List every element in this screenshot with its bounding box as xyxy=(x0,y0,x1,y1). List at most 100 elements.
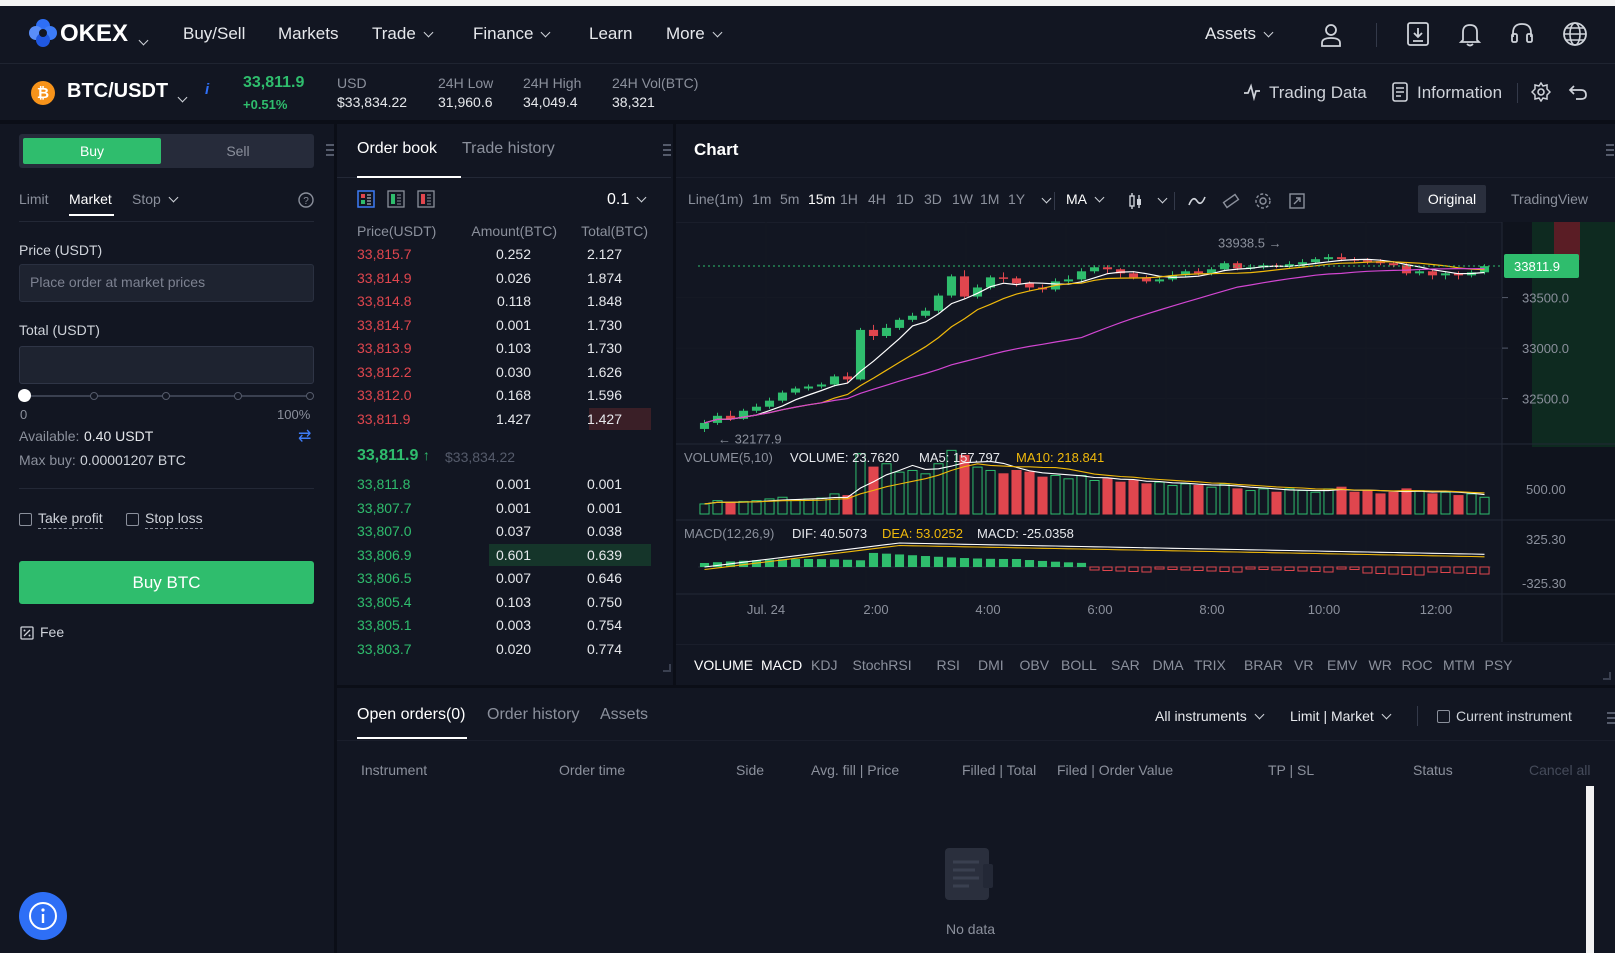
ask-row[interactable]: 33,813.9 0.103 1.730 xyxy=(337,336,647,360)
bid-row[interactable]: 33,807.0 0.037 0.038 xyxy=(337,519,647,543)
fullscreen-icon[interactable] xyxy=(1288,192,1306,210)
ask-row[interactable]: 33,812.0 0.168 1.596 xyxy=(337,383,647,407)
nav-buysell[interactable]: Buy/Sell xyxy=(183,24,246,43)
ask-row[interactable]: 33,814.7 0.001 1.730 xyxy=(337,313,647,337)
type-market-tab[interactable]: Market xyxy=(69,191,112,207)
indicator-vr[interactable]: VR xyxy=(1294,657,1314,673)
bid-row[interactable]: 33,811.8 0.001 0.001 xyxy=(337,472,647,496)
ask-row[interactable]: 33,812.2 0.030 1.626 xyxy=(337,360,647,384)
bid-row[interactable]: 33,807.7 0.001 0.001 xyxy=(337,496,647,520)
nav-learn[interactable]: Learn xyxy=(589,24,633,43)
indicator-sar[interactable]: SAR xyxy=(1111,657,1140,673)
current-instrument-checkbox[interactable] xyxy=(1437,710,1450,723)
info-fab[interactable] xyxy=(19,892,67,940)
user-icon[interactable] xyxy=(1319,22,1343,48)
indicator-mtm[interactable]: MTM xyxy=(1443,657,1475,673)
tab-open-orders[interactable]: Open orders(0) xyxy=(357,706,466,723)
resize-corner-icon[interactable] xyxy=(1603,672,1611,680)
interval-15m[interactable]: 15m xyxy=(808,191,836,207)
candle-type-icon[interactable] xyxy=(1126,192,1144,210)
interval-1m[interactable]: 1M xyxy=(980,191,1000,207)
view-tradingview-button[interactable]: TradingView xyxy=(1511,191,1589,207)
ma-select[interactable]: MA xyxy=(1066,191,1105,207)
indicator-wr[interactable]: WR xyxy=(1368,657,1392,673)
indicator-volume[interactable]: VOLUME xyxy=(694,657,754,673)
bid-row[interactable]: 33,806.5 0.007 0.646 xyxy=(337,566,647,590)
take-profit-checkbox[interactable] xyxy=(19,513,32,526)
settings-gear-icon[interactable] xyxy=(1531,82,1551,102)
headset-icon[interactable] xyxy=(1510,21,1534,47)
interval-1d[interactable]: 1D xyxy=(896,191,914,207)
filter-order-type[interactable]: Limit | Market xyxy=(1290,708,1392,724)
bid-row[interactable]: 33,803.7 0.020 0.774 xyxy=(337,637,647,661)
slider-step-75[interactable] xyxy=(234,392,242,400)
indicator-dmi[interactable]: DMI xyxy=(978,657,1004,673)
information-link[interactable]: Information xyxy=(1417,83,1503,102)
interval-1w[interactable]: 1W xyxy=(952,191,973,207)
indicator-emv[interactable]: EMV xyxy=(1327,657,1358,673)
indicator-roc[interactable]: ROC xyxy=(1401,657,1433,673)
tab-order-history[interactable]: Order history xyxy=(487,706,580,723)
chart-settings-icon[interactable] xyxy=(1254,192,1272,210)
filter-instruments[interactable]: All instruments xyxy=(1155,708,1265,724)
price-chart-canvas[interactable]: 33500.0 33000.0 32500.0 33938.5 → ← 32177.9 3… xyxy=(676,222,1615,642)
type-stop-tab[interactable]: Stop xyxy=(132,191,179,207)
panel-drag-handle-icon[interactable] xyxy=(663,144,671,156)
layout-asks-icon[interactable] xyxy=(417,190,435,208)
download-icon[interactable] xyxy=(1406,21,1430,47)
stop-loss-label[interactable]: Stop loss xyxy=(145,510,203,529)
indicator-trix[interactable]: TRIX xyxy=(1194,657,1226,673)
tab-order-book[interactable]: Order book xyxy=(357,140,438,157)
transfer-icon[interactable]: ⇄ xyxy=(298,428,312,445)
interval-3d[interactable]: 3D xyxy=(924,191,942,207)
ask-row[interactable]: 33,814.8 0.118 1.848 xyxy=(337,289,647,313)
interval-line1m[interactable]: Line(1m) xyxy=(688,191,744,207)
panel-drag-handle-icon[interactable] xyxy=(1606,144,1614,156)
slider-step-25[interactable] xyxy=(90,392,98,400)
indicator-curve-icon[interactable] xyxy=(1188,192,1206,210)
buy-btc-button[interactable]: Buy BTC xyxy=(19,561,314,604)
nav-trade[interactable]: Trade xyxy=(372,24,434,44)
interval-5m[interactable]: 5m xyxy=(780,191,800,207)
interval-4h[interactable]: 4H xyxy=(868,191,886,207)
interval-more-chevron-icon[interactable] xyxy=(1041,193,1052,204)
bid-row[interactable]: 33,806.9 0.601 0.639 xyxy=(337,543,651,567)
bid-row[interactable]: 33,805.1 0.003 0.754 xyxy=(337,613,647,637)
panel-drag-handle-icon[interactable] xyxy=(1607,712,1615,724)
pair-chevron-down-icon[interactable] xyxy=(177,92,188,103)
ask-row[interactable]: 33,815.7 0.252 2.127 xyxy=(337,242,647,266)
scrollbar[interactable] xyxy=(1586,786,1594,953)
nav-markets[interactable]: Markets xyxy=(278,24,339,43)
info-i-icon[interactable]: i xyxy=(205,81,210,98)
tab-assets[interactable]: Assets xyxy=(600,706,649,723)
cancel-all-button[interactable]: Cancel all xyxy=(1529,762,1591,778)
slider-step-100[interactable] xyxy=(306,392,314,400)
type-limit-tab[interactable]: Limit xyxy=(19,191,49,207)
take-profit-label[interactable]: Take profit xyxy=(38,510,103,529)
nav-more[interactable]: More xyxy=(666,24,723,44)
interval-1m[interactable]: 1m xyxy=(752,191,772,207)
ask-row[interactable]: 33,811.9 1.427 1.427 xyxy=(337,407,651,431)
resize-corner-icon[interactable] xyxy=(663,664,671,672)
indicator-macd[interactable]: MACD xyxy=(761,657,803,673)
undo-icon[interactable] xyxy=(1568,82,1588,102)
tab-trade-history[interactable]: Trade history xyxy=(462,140,555,157)
interval-1h[interactable]: 1H xyxy=(840,191,858,207)
fee-link[interactable]: Fee xyxy=(40,624,65,640)
nav-assets[interactable]: Assets xyxy=(1205,24,1274,44)
amount-slider-thumb[interactable] xyxy=(18,389,31,402)
drawing-tool-icon[interactable] xyxy=(1222,192,1240,210)
sell-tab[interactable]: Sell xyxy=(226,143,250,159)
layout-bids-icon[interactable] xyxy=(387,190,405,208)
logo-chevron-down-icon[interactable] xyxy=(138,35,149,46)
price-input[interactable]: Place order at market prices xyxy=(19,264,314,302)
pair-selector[interactable]: BTC/USDT xyxy=(67,80,169,102)
layout-both-icon[interactable] xyxy=(357,190,375,208)
okex-logo-text[interactable]: OKEX xyxy=(60,20,129,47)
stop-loss-checkbox[interactable] xyxy=(126,513,139,526)
precision-select[interactable]: 0.1 xyxy=(607,191,647,209)
total-input[interactable] xyxy=(19,346,314,384)
interval-1y[interactable]: 1Y xyxy=(1008,191,1026,207)
slider-step-50[interactable] xyxy=(162,392,170,400)
indicator-boll[interactable]: BOLL xyxy=(1061,657,1097,673)
